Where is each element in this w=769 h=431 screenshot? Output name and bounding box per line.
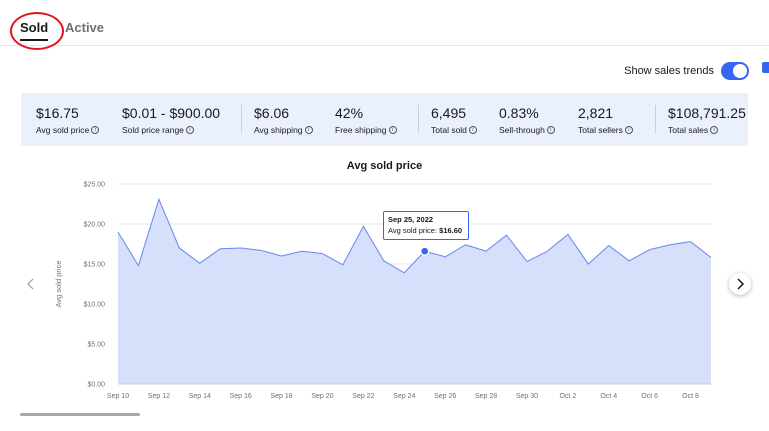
x-tick-label: Oct 4 [600, 393, 617, 400]
stats-divider [655, 105, 656, 133]
stat-label-row: Total sales i [668, 125, 746, 135]
stat-label: Avg sold price [36, 125, 90, 135]
tab-sold-label: Sold [20, 20, 49, 35]
stat-value: 2,821 [578, 105, 614, 121]
horizontal-scrollbar[interactable] [20, 413, 140, 416]
chart-prev-button[interactable] [20, 273, 42, 295]
stat-value: $16.75 [36, 105, 79, 121]
x-tick-label: Oct 2 [559, 393, 576, 400]
stat-total-sales: $108,791.25 Total sales i [668, 105, 746, 135]
stat-label: Sell-through [499, 125, 545, 135]
x-tick-label: Sep 16 [230, 393, 252, 400]
series-line [117, 197, 712, 274]
stats-summary-bar: $16.75 Avg sold price i $0.01 - $900.00 S… [21, 93, 748, 146]
y-tick-label: $25.00 [84, 182, 106, 189]
stat-label: Total sales [668, 125, 709, 135]
stat-sold-price-range: $0.01 - $900.00 Sold price range i [122, 105, 220, 135]
info-icon[interactable]: i [468, 126, 477, 134]
info-icon[interactable]: i [624, 126, 633, 134]
chart-title: Avg sold price [346, 160, 423, 172]
x-tick-label: Sep 24 [393, 393, 415, 400]
stat-value: 42% [335, 105, 364, 121]
sales-trends-label: Show sales trends [624, 65, 714, 77]
x-tick-label: Sep 18 [270, 393, 292, 400]
stat-sell-through: 0.83% Sell-through i [499, 105, 555, 135]
x-tick-label: Oct 6 [641, 393, 658, 400]
y-tick-label: $20.00 [84, 222, 106, 229]
x-tick-label: Oct 8 [682, 393, 699, 400]
stat-label-row: Free shipping i [335, 125, 397, 135]
stats-divider [241, 105, 242, 133]
stat-value: 6,495 [431, 105, 467, 121]
stat-label-row: Sell-through i [499, 125, 555, 135]
tab-sold[interactable]: Sold [20, 20, 49, 41]
info-icon[interactable]: i [710, 126, 719, 134]
stat-label: Free shipping [335, 125, 387, 135]
info-icon[interactable]: i [388, 126, 397, 134]
side-panel-edge[interactable] [762, 62, 769, 73]
info-icon[interactable]: i [304, 126, 313, 134]
y-tick-label: $10.00 [84, 302, 106, 309]
y-tick-label: $15.00 [84, 262, 106, 269]
x-tick-label: Sep 30 [516, 393, 538, 400]
tab-active-label: Active [65, 20, 105, 35]
stat-label-row: Total sellers i [578, 125, 633, 135]
info-icon[interactable]: i [91, 126, 100, 134]
stat-label-row: Avg sold price i [36, 125, 100, 135]
stat-label: Sold price range [122, 125, 184, 135]
x-tick-label: Sep 14 [189, 393, 211, 400]
stat-label: Total sellers [578, 125, 623, 135]
chevron-right-icon [737, 278, 745, 290]
y-tick-label: $5.00 [87, 342, 105, 349]
tooltip-date: Sep 25, 2022 [388, 215, 434, 224]
stat-value: $0.01 - $900.00 [122, 105, 221, 121]
chart-tooltip: Sep 25, 2022 Avg sold price: $16.60 [383, 211, 469, 240]
stats-divider [418, 105, 419, 133]
x-tick-label: Sep 28 [475, 393, 497, 400]
info-icon[interactable]: i [185, 126, 194, 134]
y-tick-label: $0.00 [87, 382, 105, 389]
sales-trends-toggle-row: Show sales trends [624, 61, 749, 81]
stat-free-shipping: 42% Free shipping i [335, 105, 397, 135]
x-tick-label: Sep 12 [148, 393, 170, 400]
chart-next-button[interactable] [729, 273, 751, 295]
stat-avg-sold-price: $16.75 Avg sold price i [36, 105, 100, 135]
tooltip-label: Avg sold price: [388, 226, 438, 235]
stat-label: Total sold [431, 125, 467, 135]
x-tick-label: Sep 20 [311, 393, 333, 400]
stat-total-sold: 6,495 Total sold i [431, 105, 477, 135]
stat-label: Avg shipping [254, 125, 303, 135]
tooltip-value: $16.60 [439, 226, 463, 235]
tab-bar: Sold Active [0, 0, 769, 46]
info-icon[interactable]: i [546, 126, 555, 134]
area-fill [118, 199, 711, 384]
stat-value: $108,791.25 [668, 105, 746, 121]
x-tick-label: Sep 22 [352, 393, 374, 400]
y-axis-label: Avg sold price [54, 261, 63, 308]
x-tick-label: Sep 26 [434, 393, 456, 400]
tab-selected-underline [20, 39, 49, 41]
stat-label-row: Total sold i [431, 125, 477, 135]
stat-label-row: Sold price range i [122, 125, 220, 135]
stat-label-row: Avg shipping i [254, 125, 313, 135]
stat-avg-shipping: $6.06 Avg shipping i [254, 105, 313, 135]
stat-value: 0.83% [499, 105, 539, 121]
stat-value: $6.06 [254, 105, 290, 121]
stat-total-sellers: 2,821 Total sellers i [578, 105, 633, 135]
toggle-knob [733, 64, 747, 78]
tab-active[interactable]: Active [65, 20, 104, 35]
tooltip-value-row: Avg sold price: $16.60 [388, 226, 464, 235]
x-tick-label: Sep 10 [107, 393, 129, 400]
chevron-left-icon [27, 278, 34, 290]
highlight-point [421, 247, 429, 255]
sales-trends-toggle[interactable] [721, 62, 749, 80]
